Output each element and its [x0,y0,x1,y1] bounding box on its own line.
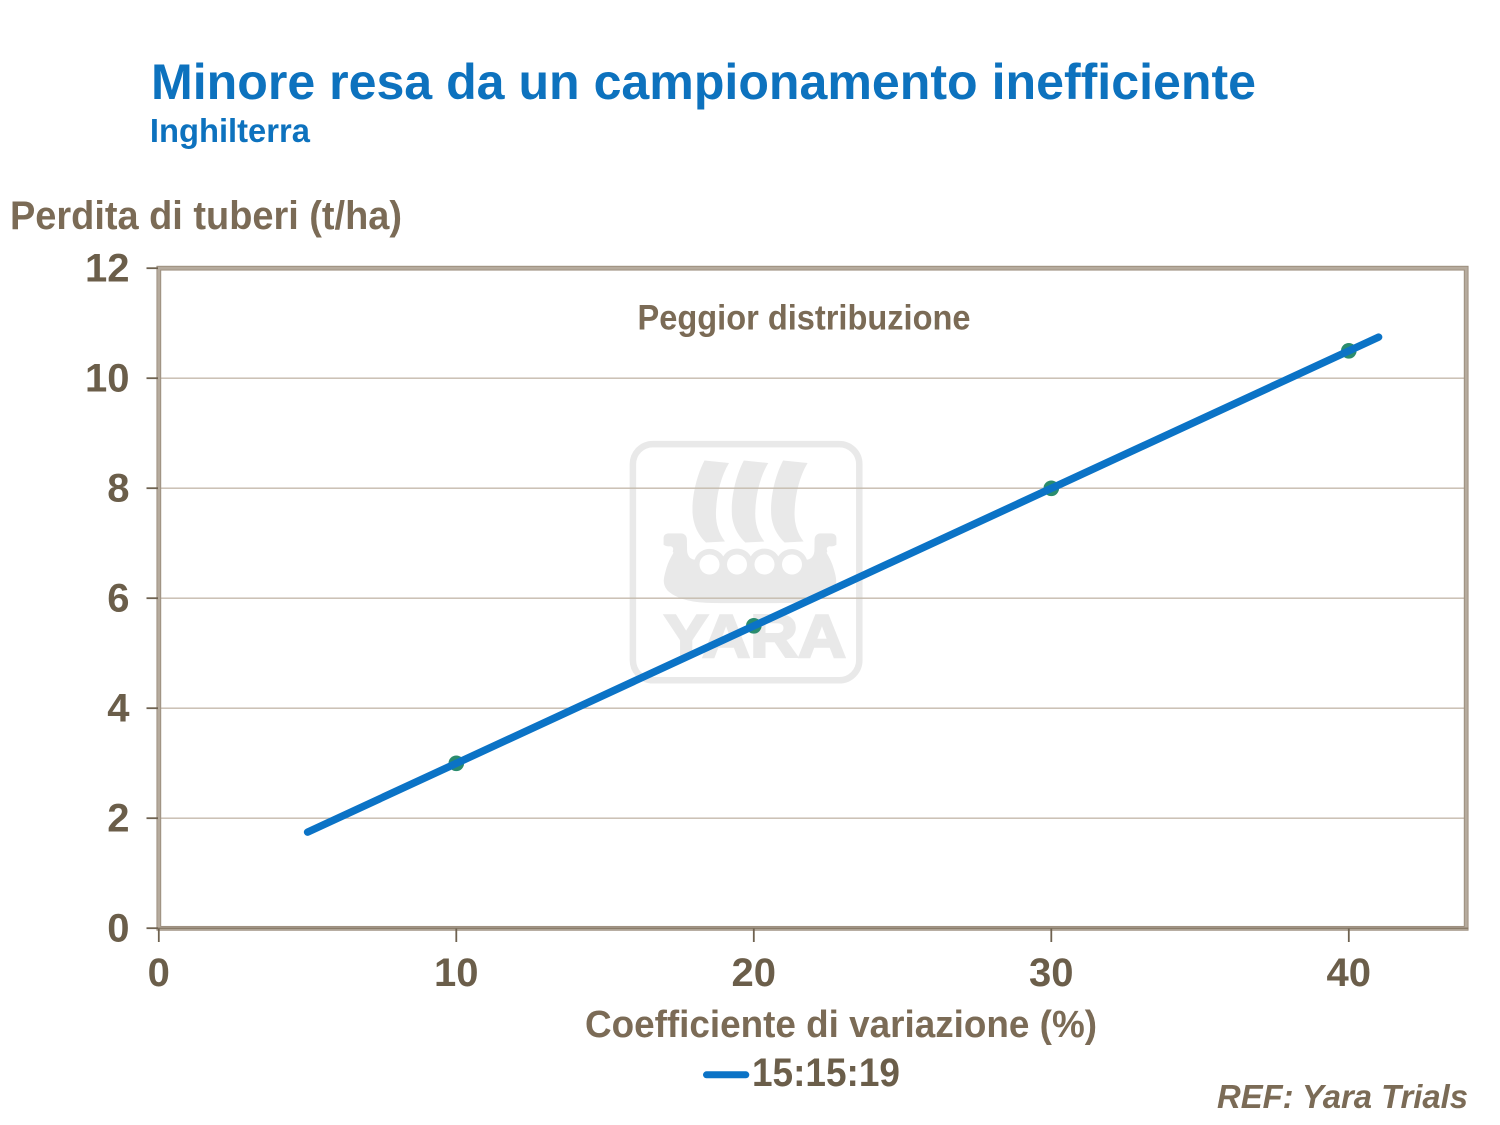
svg-text:0: 0 [148,951,170,995]
svg-text:15:15:19: 15:15:19 [752,1051,900,1095]
svg-text:0: 0 [107,906,129,950]
svg-text:10: 10 [434,951,479,995]
svg-text:2: 2 [107,796,129,840]
svg-text:4: 4 [107,686,130,730]
svg-text:12: 12 [85,246,130,290]
svg-text:REF: Yara Trials: REF: Yara Trials [1217,1078,1468,1115]
svg-text:YARA: YARA [664,603,846,670]
svg-text:10: 10 [85,356,130,400]
svg-text:20: 20 [732,951,777,995]
svg-text:Inghilterra: Inghilterra [150,112,311,149]
svg-text:Perdita di tuberi (t/ha): Perdita di tuberi (t/ha) [10,194,402,238]
svg-text:Coefficiente di variazione (%): Coefficiente di variazione (%) [585,1004,1097,1046]
svg-text:6: 6 [107,576,129,620]
svg-text:Minore resa da un campionament: Minore resa da un campionamento ineffici… [151,54,1256,110]
svg-text:40: 40 [1327,951,1372,995]
svg-text:Peggior distribuzione: Peggior distribuzione [638,299,971,338]
svg-text:30: 30 [1029,951,1074,995]
svg-text:8: 8 [107,466,129,510]
